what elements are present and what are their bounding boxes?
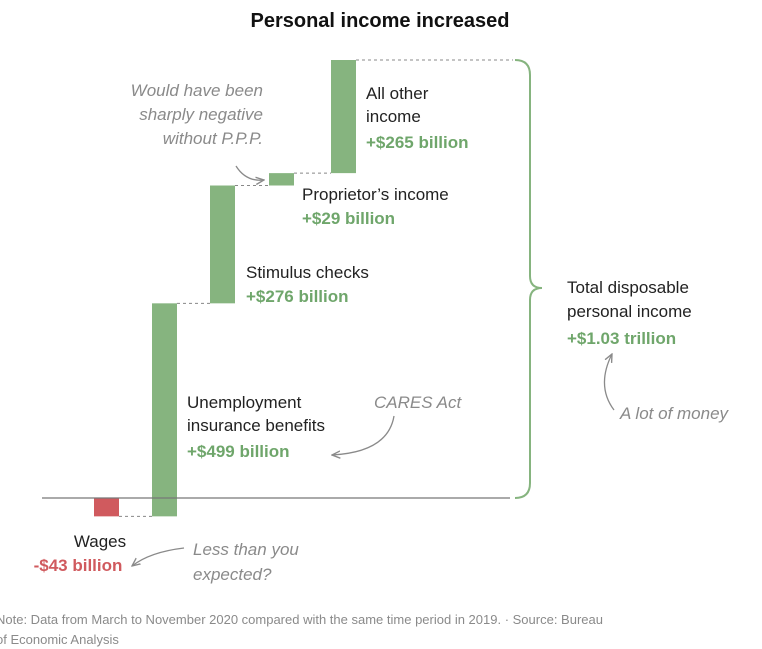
total-bracket <box>514 59 543 499</box>
cares-arrow <box>332 415 395 455</box>
footer-note-line2: of Economic Analysis <box>0 632 119 647</box>
lot-arrow <box>603 354 615 411</box>
ppp-note-line1: Would have been <box>131 81 263 100</box>
total-value: +$1.03 trillion <box>567 329 676 348</box>
less-note-line1: Less than you <box>193 540 299 559</box>
wages-bar <box>94 498 119 517</box>
unemployment-bar <box>152 303 177 517</box>
total-label-line2: personal income <box>567 302 692 321</box>
cares-note: CARES Act <box>374 393 463 412</box>
unemployment-value: +$499 billion <box>187 442 290 461</box>
stimulus-value: +$276 billion <box>246 287 349 306</box>
ppp-arrow <box>235 165 264 180</box>
ppp-note-line3: without P.P.P. <box>163 129 263 148</box>
connectors-layer <box>119 59 513 517</box>
other-income-label-line2: income <box>366 107 421 126</box>
lot-note: A lot of money <box>619 404 730 423</box>
ppp-note-line2: sharply negative <box>139 105 263 124</box>
stimulus-bar <box>210 185 235 304</box>
bars-layer <box>94 60 356 517</box>
proprietor-bar <box>269 173 294 186</box>
chart-title: Personal income increased <box>250 10 509 32</box>
proprietor-value: +$29 billion <box>302 209 395 228</box>
less-note-line2: expected? <box>193 565 272 584</box>
stimulus-label: Stimulus checks <box>246 263 369 282</box>
other-income-label-line1: All other <box>366 84 429 103</box>
unemployment-label-line1: Unemployment <box>187 393 302 412</box>
total-label-line1: Total disposable <box>567 278 689 297</box>
proprietor-label: Proprietor’s income <box>302 185 449 204</box>
other-income-value: +$265 billion <box>366 133 469 152</box>
footer-note: Note: Data from March to November 2020 c… <box>0 612 603 627</box>
wages-value: -$43 billion <box>34 556 123 575</box>
less-arrow <box>132 547 185 566</box>
other-income-bar <box>331 60 356 174</box>
unemployment-label-line2: insurance benefits <box>187 416 325 435</box>
wages-label: Wages <box>74 532 126 551</box>
